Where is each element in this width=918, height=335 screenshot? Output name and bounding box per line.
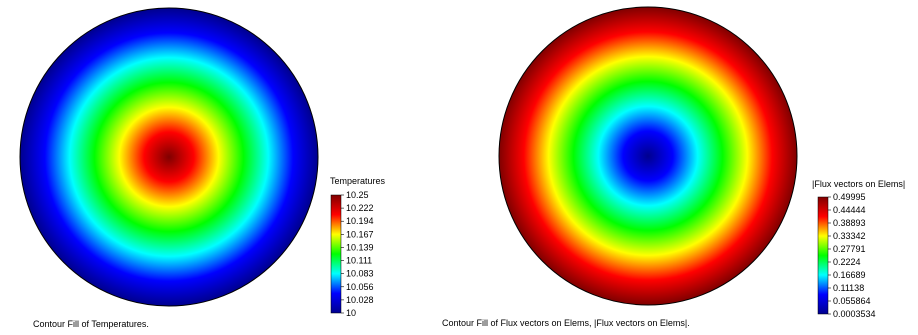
temperature-legend-ticks: 10.25 10.222 10.194 10.167 10.139 10.111 10.08…: [341, 190, 374, 318]
legend-tick-label: 0.38893: [833, 218, 866, 228]
legend-tick-label: 0.11138: [833, 283, 864, 293]
legend-tick-label: 10.25: [346, 190, 369, 200]
legend-tick-label: 0.16689: [833, 270, 866, 280]
flux-legend-title: |Flux vectors on Elems|: [812, 179, 905, 189]
legend-tick-label: 10.083: [346, 269, 374, 279]
legend-tick-label: 10.028: [346, 295, 374, 305]
legend-tick-label: 10: [346, 308, 356, 318]
legend-tick-label: 0.2224: [833, 257, 861, 267]
flux-plot: |Flux vectors on Elems| 0.499950.444440.…: [442, 6, 905, 328]
legend-tick-label: 0.49995: [833, 192, 866, 202]
legend-tick-label: 0.27791: [833, 244, 866, 254]
temperature-plot-caption: Contour Fill of Temperatures.: [33, 319, 149, 329]
legend-tick-label: 10.056: [346, 282, 374, 292]
legend-tick-label: 0.0003534: [833, 309, 876, 319]
temperature-color-bar: [330, 194, 342, 314]
legend-tick-label: 0.44444: [833, 205, 866, 215]
flux-legend-ticks: 0.49995 0.44444 0.38893 0.33342 0.27791 0.222…: [828, 192, 876, 319]
temperature-legend-title: Temperatures: [330, 176, 386, 186]
temperature-contour-disk: [19, 7, 319, 307]
legend-tick-label: 10.167: [346, 229, 374, 239]
legend-tick-label: 10.111: [346, 256, 372, 266]
legend-tick-label: 10.194: [346, 216, 374, 226]
flux-plot-caption: Contour Fill of Flux vectors on Elems, |…: [442, 318, 690, 328]
flux-color-bar: [817, 196, 829, 315]
flux-contour-disk: [498, 6, 798, 306]
legend-tick-label: 10.222: [346, 203, 374, 213]
legend-tick-label: 0.33342: [833, 231, 866, 241]
legend-tick-label: 0.055864: [833, 296, 871, 306]
temperature-plot: Temperatures 10.25 10.222 10.194 10.167 10.1…: [19, 7, 386, 329]
legend-tick-label: 10.139: [346, 242, 374, 252]
